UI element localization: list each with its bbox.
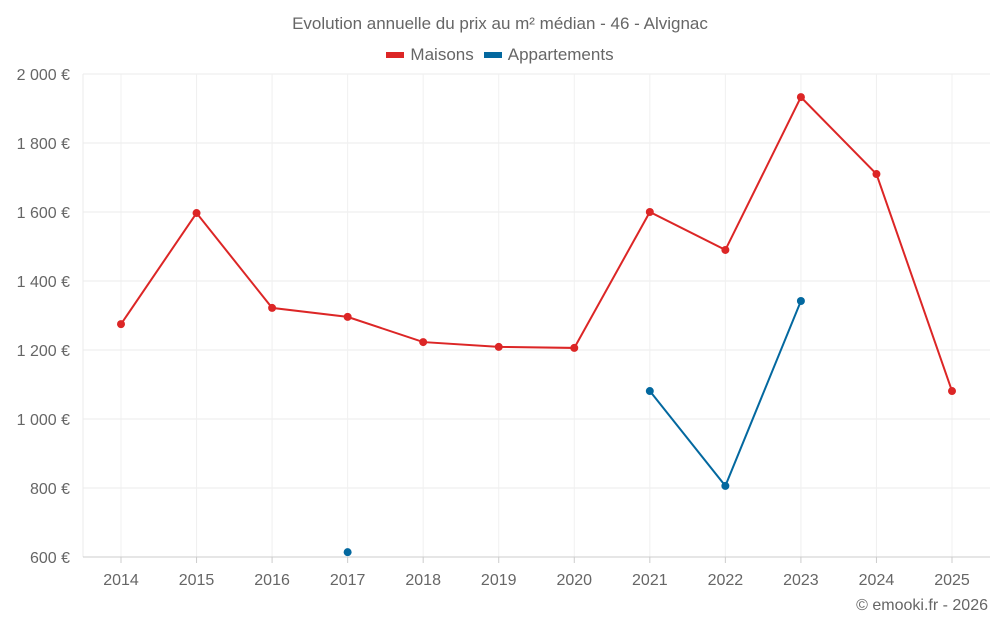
x-tick-label: 2020 (556, 572, 592, 589)
data-point-maisons (419, 338, 428, 347)
data-point-appartements (796, 297, 805, 306)
x-tick-label: 2019 (481, 572, 517, 589)
x-tick-label: 2016 (254, 572, 290, 589)
x-tick-label: 2023 (783, 572, 819, 589)
legend-swatch-appartements (483, 52, 502, 58)
x-tick-label: 2022 (708, 572, 744, 589)
legend-item-appartements[interactable]: Appartements (483, 45, 614, 65)
x-tick-label: 2014 (103, 572, 139, 589)
copyright-footer: © emooki.fr - 2026 (856, 597, 988, 614)
data-point-appartements (343, 548, 352, 557)
y-tick-label: 1 800 € (17, 136, 70, 153)
data-point-maisons (268, 303, 277, 312)
x-tick-label: 2017 (330, 572, 366, 589)
legend-label: Maisons (410, 45, 474, 64)
x-tick-label: 2021 (632, 572, 668, 589)
legend: Maisons Appartements (0, 45, 1000, 65)
y-tick-label: 2 000 € (17, 67, 70, 84)
y-tick-label: 600 € (30, 550, 70, 567)
data-point-maisons (117, 320, 125, 329)
data-point-maisons (494, 342, 503, 351)
data-point-maisons (343, 312, 352, 321)
data-point-maisons (721, 245, 730, 254)
legend-item-maisons[interactable]: Maisons (386, 45, 474, 65)
y-tick-label: 1 000 € (17, 412, 70, 429)
legend-swatch-maisons (386, 52, 405, 58)
y-tick-label: 800 € (30, 481, 70, 498)
x-tick-label: 2015 (179, 572, 215, 589)
series-line-maisons (120, 95, 953, 392)
x-tick-label: 2018 (405, 572, 441, 589)
x-tick-label: 2025 (934, 572, 970, 589)
data-point-maisons (192, 209, 201, 218)
data-point-maisons (872, 170, 881, 179)
data-point-maisons (948, 387, 956, 396)
legend-label: Appartements (507, 45, 614, 64)
data-point-appartements (645, 387, 654, 396)
data-point-appartements (721, 481, 730, 490)
y-tick-label: 1 600 € (17, 205, 70, 222)
x-tick-label: 2024 (859, 572, 895, 589)
data-point-maisons (645, 208, 654, 216)
y-tick-label: 1 400 € (17, 274, 70, 291)
data-point-maisons (796, 93, 805, 102)
y-tick-label: 1 200 € (17, 343, 70, 360)
data-point-maisons (570, 343, 579, 352)
chart-title: Evolution annuelle du prix au m² médian … (292, 14, 708, 33)
